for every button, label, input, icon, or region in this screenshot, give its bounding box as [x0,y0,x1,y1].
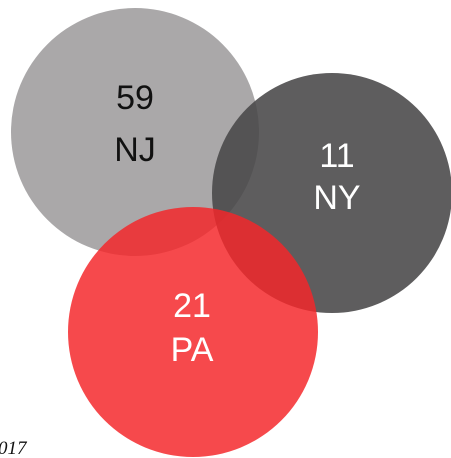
footer-text: 017 [0,438,28,458]
circle-pa [68,207,318,457]
ny-value: 11 [319,137,354,175]
pa-label: PA [171,331,214,369]
circle-nj [11,8,259,256]
pa-value: 21 [173,287,211,325]
nj-value: 59 [116,79,154,117]
nj-label: NJ [114,131,156,169]
ny-label: NY [313,179,360,217]
